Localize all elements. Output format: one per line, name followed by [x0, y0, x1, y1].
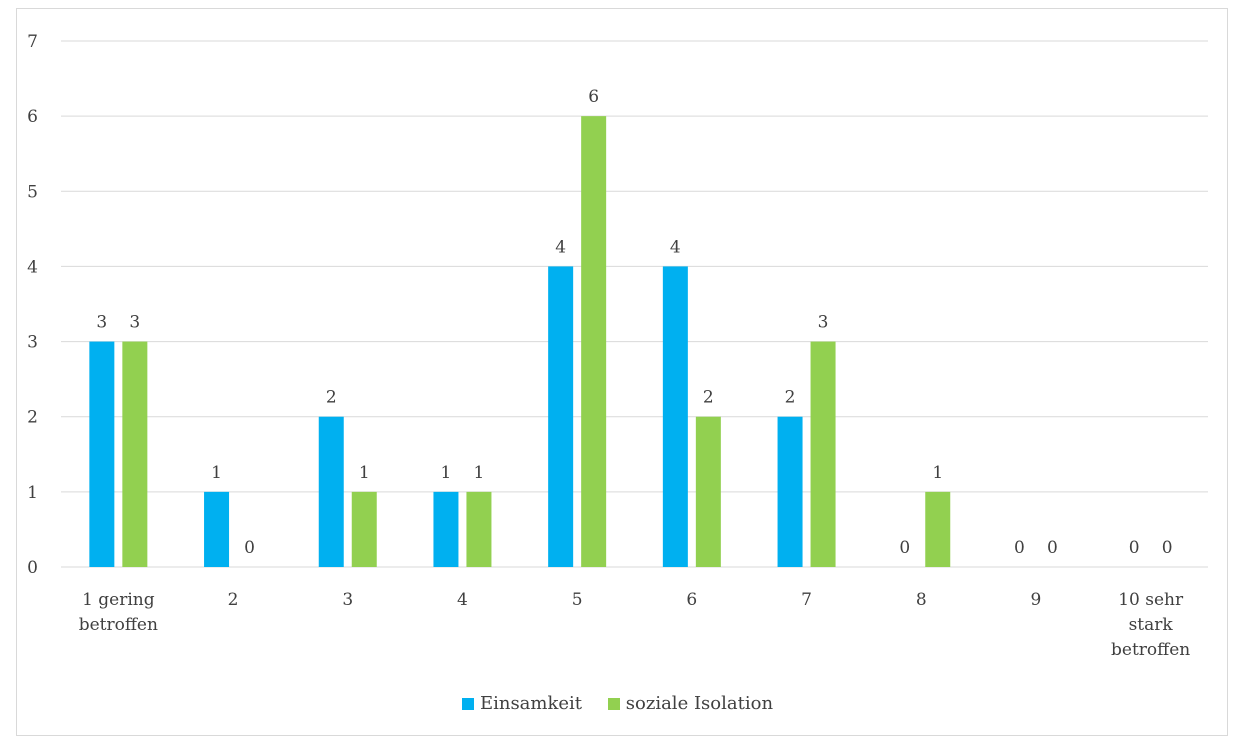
data-label: 3	[96, 313, 107, 333]
data-label: 0	[1129, 538, 1140, 558]
bar-einsamkeit	[204, 491, 230, 567]
x-tick-label: 4	[457, 590, 468, 610]
data-label: 1	[441, 463, 452, 483]
data-label: 3	[129, 313, 140, 333]
legend-item-soziale-isolation: soziale Isolation	[607, 693, 774, 714]
y-tick-label: 0	[27, 558, 38, 578]
bar-soziale-isolation	[351, 491, 377, 567]
y-tick-label: 5	[27, 182, 38, 202]
x-tick-label: 1 gering betroffen	[79, 590, 158, 635]
data-label: 2	[703, 388, 714, 408]
bar-einsamkeit	[318, 416, 344, 567]
y-tick-label: 6	[27, 107, 38, 127]
bar-einsamkeit	[548, 266, 574, 567]
bar-einsamkeit	[433, 491, 459, 567]
bar-soziale-isolation	[466, 491, 492, 567]
data-label: 4	[670, 237, 681, 257]
legend: Einsamkeit soziale Isolation	[0, 693, 1235, 715]
y-tick-label: 1	[27, 483, 38, 503]
data-label: 4	[555, 237, 566, 257]
bar-soziale-isolation	[925, 491, 951, 567]
bar-einsamkeit	[777, 416, 803, 567]
y-tick-label: 7	[27, 32, 38, 52]
data-label: 1	[211, 463, 222, 483]
data-label: 1	[474, 463, 485, 483]
y-tick-label: 2	[27, 408, 38, 428]
legend-item-einsamkeit: Einsamkeit	[461, 693, 583, 714]
y-tick-label: 3	[27, 333, 38, 353]
data-label: 0	[1162, 538, 1173, 558]
bar-soziale-isolation	[581, 116, 607, 568]
legend-label-soziale-isolation: soziale Isolation	[625, 693, 774, 714]
x-tick-label: 8	[916, 590, 927, 610]
bar-soziale-isolation	[122, 341, 148, 567]
bar-soziale-isolation	[810, 341, 836, 567]
data-label: 2	[326, 388, 337, 408]
bar-einsamkeit	[89, 341, 115, 567]
data-label: 0	[244, 538, 255, 558]
legend-swatch-soziale-isolation	[607, 697, 620, 710]
data-label: 6	[588, 87, 599, 107]
data-label: 1	[359, 463, 370, 483]
data-label: 0	[1014, 538, 1025, 558]
legend-swatch-einsamkeit	[461, 697, 474, 710]
x-tick-label: 5	[572, 590, 583, 610]
x-tick-label: 3	[342, 590, 353, 610]
x-tick-label: 9	[1031, 590, 1042, 610]
x-tick-label: 6	[686, 590, 697, 610]
legend-label-einsamkeit: Einsamkeit	[479, 693, 583, 714]
data-label: 0	[1047, 538, 1058, 558]
data-label: 0	[899, 538, 910, 558]
data-label: 2	[785, 388, 796, 408]
bar-soziale-isolation	[695, 416, 721, 567]
bar-einsamkeit	[662, 266, 688, 567]
data-label: 1	[932, 463, 943, 483]
chart-frame	[16, 8, 1228, 736]
x-tick-label: 10 sehr stark betroffen	[1111, 590, 1190, 660]
data-label: 3	[818, 313, 829, 333]
y-tick-label: 4	[27, 257, 38, 277]
x-tick-label: 2	[228, 590, 239, 610]
x-tick-label: 7	[801, 590, 812, 610]
